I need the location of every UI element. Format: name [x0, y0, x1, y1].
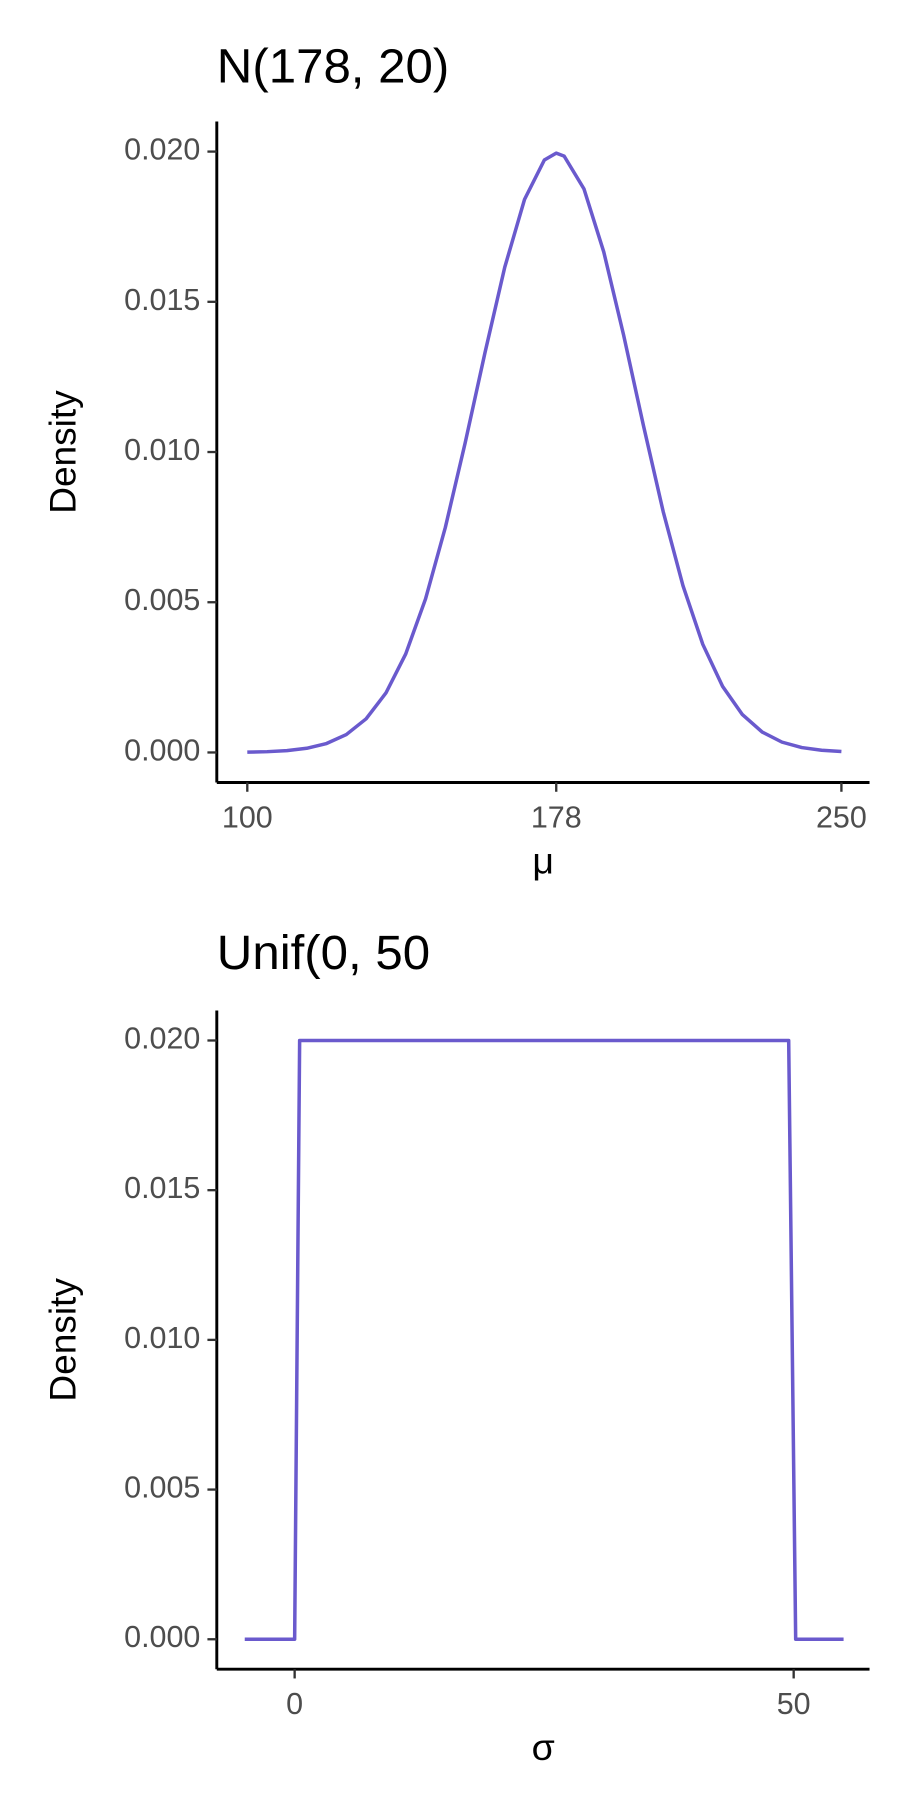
x-tick-label: 100 [222, 802, 273, 835]
y-tick-label: 0.020 [124, 134, 200, 167]
chart-title: Unif(0, 50 [217, 926, 430, 980]
y-tick-label: 0.020 [124, 1023, 200, 1056]
y-tick-label: 0.005 [124, 1472, 200, 1505]
y-tick-label: 0.000 [124, 1621, 200, 1654]
density-line [244, 1038, 844, 1641]
density-line [247, 151, 842, 754]
x-tick-label: 0 [286, 1688, 303, 1721]
y-tick-label: 0.010 [124, 1322, 200, 1355]
y-tick-label: 0.000 [124, 735, 200, 768]
y-axis-label: Density [41, 390, 83, 514]
x-axis-label: σ [532, 1726, 555, 1768]
x-axis-label: μ [532, 840, 554, 882]
chart-title: N(178, 20) [217, 40, 449, 94]
y-tick-label: 0.015 [124, 284, 200, 317]
y-tick-label: 0.015 [124, 1172, 200, 1205]
x-tick-label: 178 [531, 802, 582, 835]
x-tick-label: 250 [816, 802, 867, 835]
x-tick-label: 50 [777, 1688, 811, 1721]
y-tick-label: 0.005 [124, 584, 200, 617]
y-axis-label: Density [41, 1278, 83, 1402]
y-tick-label: 0.010 [124, 434, 200, 467]
